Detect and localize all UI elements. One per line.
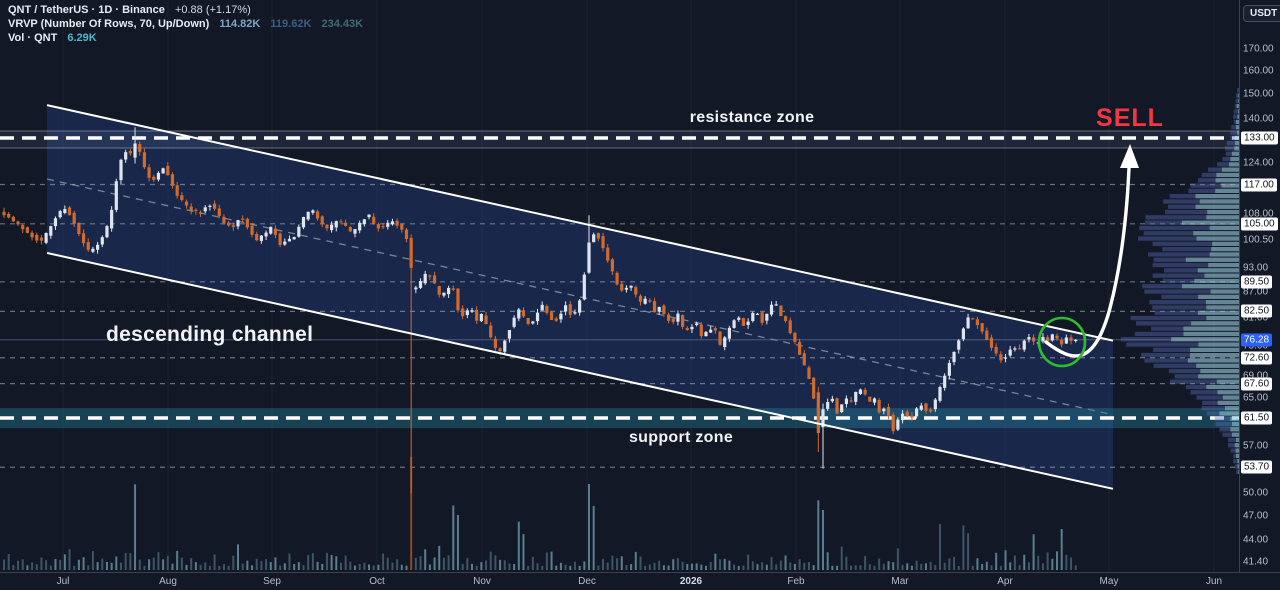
symbol-legend-row[interactable]: QNT / TetherUS · 1D · Binance +0.88 (+1.… <box>8 4 363 17</box>
time-tick-label: 2026 <box>679 576 703 587</box>
symbol-change: +0.88 (+1.17%) <box>174 4 251 16</box>
sell-label[interactable]: SELL <box>1096 104 1164 132</box>
price-tick-label: 100.50 <box>1243 234 1274 246</box>
price-tick-label: 41.40 <box>1243 556 1269 568</box>
price-level-label: 89.50 <box>1241 275 1273 289</box>
current-price-label: 76.28 <box>1241 333 1273 347</box>
arrow-head[interactable] <box>1120 144 1139 168</box>
time-axis[interactable]: Jul Aug Sep Oct Nov Dec 2026 Feb Mar Apr May Jun <box>0 572 1280 590</box>
vrvp-label[interactable]: VRVP (Number Of Rows, 70, Up/Down) <box>8 18 210 30</box>
price-tick-label: 44.00 <box>1243 534 1269 546</box>
price-tick-label: 50.00 <box>1243 487 1269 499</box>
price-tick-label: 81.00 <box>1243 312 1269 324</box>
price-level-label: 105.00 <box>1241 217 1278 231</box>
chart-legend: QNT / TetherUS · 1D · Binance +0.88 (+1.… <box>8 4 363 46</box>
time-tick-label: Oct <box>369 576 385 587</box>
price-level-label: 67.60 <box>1241 377 1273 391</box>
time-tick-label: Dec <box>578 576 596 587</box>
price-tick-label: 170.00 <box>1243 43 1274 55</box>
time-tick-label: Aug <box>159 576 177 587</box>
price-level-label: 117.00 <box>1241 178 1277 192</box>
price-tick-label: 150.00 <box>1243 88 1274 100</box>
price-tick-label: 108.00 <box>1243 208 1274 220</box>
resistance-zone-label[interactable]: resistance zone <box>689 109 815 126</box>
price-axis[interactable]: USDT 170.00 160.00 150.00 140.00 124.00 108.0… <box>1239 0 1280 572</box>
price-level-label: 61.50 <box>1241 411 1273 425</box>
price-tick-label: 57.00 <box>1243 440 1269 452</box>
time-tick-label: Feb <box>787 576 805 587</box>
descending-channel-label[interactable]: descending channel <box>106 323 314 346</box>
price-tick-label: 93.00 <box>1243 262 1269 274</box>
time-tick-label: Sep <box>263 576 281 587</box>
price-tick-label: 160.00 <box>1243 65 1274 77</box>
price-level-label: 72.60 <box>1241 351 1273 365</box>
price-tick-label: 124.00 <box>1243 157 1274 169</box>
volume-label[interactable]: Vol · QNT <box>8 32 58 44</box>
price-tick-label: 69.00 <box>1243 371 1268 382</box>
time-tick-label: Jun <box>1205 576 1223 587</box>
trend-arrow[interactable] <box>1044 166 1131 358</box>
price-tick-label: 65.00 <box>1243 392 1269 404</box>
price-tick-label: 140.00 <box>1243 113 1274 125</box>
vrvp-legend-row[interactable]: VRVP (Number Of Rows, 70, Up/Down) 114.8… <box>8 18 363 31</box>
time-tick-label: Mar <box>891 576 909 587</box>
price-level-label: 133.00 <box>1241 131 1278 145</box>
time-tick-label: Jul <box>56 576 70 587</box>
time-tick-label: May <box>1099 576 1119 587</box>
time-tick-label: Nov <box>473 576 491 587</box>
time-tick-label: Apr <box>997 576 1013 587</box>
price-tick-label: 47.00 <box>1243 510 1269 522</box>
price-level-label: 82.50 <box>1241 304 1273 318</box>
symbol-title[interactable]: QNT / TetherUS · 1D · Binance <box>8 4 165 16</box>
vrvp-value-2: 119.62K <box>270 18 312 30</box>
price-tick-label: 87.00 <box>1243 286 1269 298</box>
volume-value: 6.29K <box>67 32 97 44</box>
price-level-label: 53.70 <box>1241 460 1273 474</box>
vrvp-value-1: 114.82K <box>219 18 261 30</box>
vrvp-value-3: 234.43K <box>321 18 364 30</box>
volume-legend-row[interactable]: Vol · QNT 6.29K <box>8 32 363 45</box>
support-zone-label[interactable]: support zone <box>628 429 734 446</box>
currency-toggle-button[interactable]: USDT <box>1243 5 1280 22</box>
entry-highlight-circle[interactable] <box>1037 316 1087 368</box>
